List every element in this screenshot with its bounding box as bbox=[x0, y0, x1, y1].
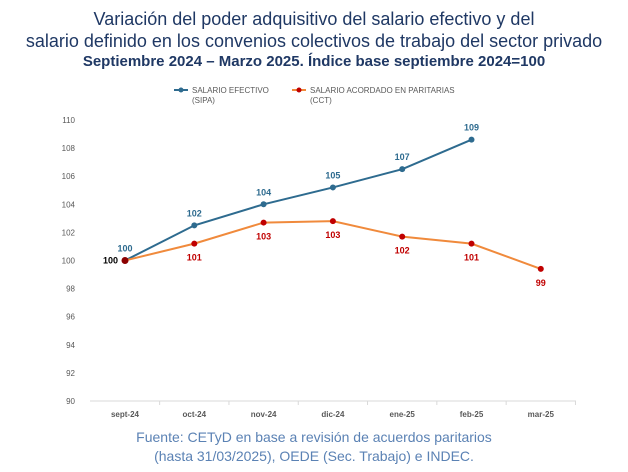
data-label-cct-dic-24: 103 bbox=[325, 230, 340, 240]
data-label-sipa-feb-25: 109 bbox=[464, 123, 479, 133]
series-line-sipa bbox=[124, 138, 472, 262]
point-cct-ene-25 bbox=[399, 233, 406, 240]
point-cct-feb-25 bbox=[468, 240, 475, 247]
source-note: Fuente: CETyD en base a revisión de acue… bbox=[0, 428, 628, 466]
x-tick-label-feb-25: feb-25 bbox=[460, 410, 484, 419]
line-chart: SALARIO EFECTIVO (SIPA) SALARIO ACORDADO… bbox=[62, 86, 576, 419]
x-tick-label-nov-24: nov-24 bbox=[251, 410, 277, 419]
data-label-sipa-ene-25: 107 bbox=[395, 152, 410, 162]
data-label-sipa-nov-24: 104 bbox=[256, 187, 271, 197]
series-points bbox=[121, 136, 544, 272]
y-axis: 90 92 94 96 98 100 102 104 106 108 110 bbox=[62, 116, 76, 406]
point-cct-oct-24 bbox=[191, 240, 198, 247]
y-tick-label-96: 96 bbox=[66, 313, 75, 322]
data-label-cct-oct-24: 101 bbox=[187, 253, 202, 263]
chart-title-line-1: Variación del poder adquisitivo del sala… bbox=[93, 9, 535, 29]
point-cct-mar-25 bbox=[537, 265, 544, 272]
chart-subtitle: Septiembre 2024 – Marzo 2025. Índice bas… bbox=[82, 53, 546, 70]
legend-label-cct: SALARIO ACORDADO EN PARITARIAS bbox=[310, 86, 455, 95]
y-tick-label-94: 94 bbox=[66, 341, 75, 350]
y-tick-label-104: 104 bbox=[62, 200, 76, 209]
data-label-cct-nov-24: 103 bbox=[256, 232, 271, 242]
x-tick-label-dic-24: dic-24 bbox=[321, 410, 345, 419]
series-lines bbox=[124, 138, 542, 270]
x-tick-label-sept-24: sept-24 bbox=[111, 410, 140, 419]
y-tick-label-92: 92 bbox=[66, 369, 75, 378]
y-tick-label-100: 100 bbox=[62, 257, 76, 266]
data-label-sipa-dic-24: 105 bbox=[325, 170, 340, 180]
x-axis: sept-24 oct-24 nov-24 dic-24 ene-25 feb-25 mar… bbox=[90, 400, 576, 419]
legend: SALARIO EFECTIVO (SIPA) SALARIO ACORDADO… bbox=[174, 86, 455, 105]
y-tick-label-110: 110 bbox=[62, 116, 75, 125]
source-line-2: (hasta 31/03/2025), OEDE (Sec. Trabajo) … bbox=[154, 448, 474, 464]
source-line-1: Fuente: CETyD en base a revisión de acue… bbox=[136, 429, 492, 445]
point-sipa-dic-24 bbox=[329, 184, 336, 191]
y-tick-label-108: 108 bbox=[62, 144, 76, 153]
legend-label-sipa: SALARIO EFECTIVO bbox=[192, 86, 269, 95]
y-tick-label-98: 98 bbox=[66, 285, 75, 294]
point-cct-nov-24 bbox=[260, 219, 267, 226]
data-label-base-sept-24: 100 bbox=[103, 256, 118, 266]
chart-title-line-2: salario definido en los convenios colect… bbox=[25, 31, 603, 51]
x-tick-label-oct-24: oct-24 bbox=[183, 410, 207, 419]
data-label-cct-feb-25: 101 bbox=[464, 253, 479, 263]
x-tick-label-mar-25: mar-25 bbox=[528, 410, 555, 419]
data-label-sipa-sept-24: 100 bbox=[117, 244, 132, 254]
data-label-cct-mar-25: 99 bbox=[536, 278, 546, 288]
y-tick-label-90: 90 bbox=[66, 397, 75, 406]
legend-label-sipa-line2: (SIPA) bbox=[192, 96, 215, 105]
point-sipa-oct-24 bbox=[191, 222, 198, 229]
y-tick-label-102: 102 bbox=[62, 228, 76, 237]
legend-label-cct-line2: (CCT) bbox=[310, 96, 332, 105]
point-sipa-nov-24 bbox=[260, 201, 267, 208]
data-label-cct-ene-25: 102 bbox=[395, 246, 410, 256]
point-cct-dic-24 bbox=[329, 218, 336, 225]
data-label-sipa-oct-24: 102 bbox=[187, 208, 202, 218]
y-tick-label-106: 106 bbox=[62, 172, 76, 181]
legend-marker-cct bbox=[296, 87, 302, 93]
point-base-sept-24 bbox=[121, 257, 129, 264]
legend-marker-sipa bbox=[178, 87, 184, 93]
point-sipa-ene-25 bbox=[399, 166, 406, 173]
data-labels: 100 102 104 105 107 109 101 103 103 102 101 99 100 bbox=[103, 123, 546, 288]
chart-title-block: Variación del poder adquisitivo del sala… bbox=[0, 8, 628, 72]
x-tick-label-ene-25: ene-25 bbox=[390, 410, 416, 419]
point-sipa-feb-25 bbox=[468, 136, 475, 143]
